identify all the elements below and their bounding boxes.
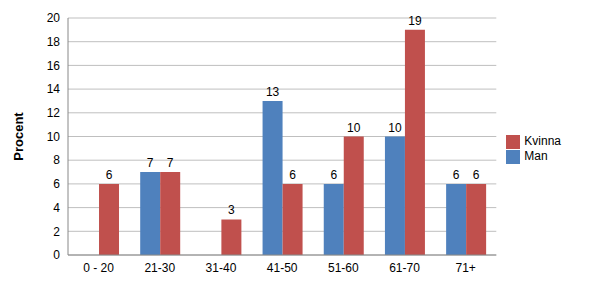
svg-text:0: 0: [53, 248, 60, 262]
html-text:Man: Man: [524, 149, 548, 163]
svg-text:7: 7: [147, 156, 154, 170]
svg-text:4: 4: [53, 201, 60, 215]
svg-text:10: 10: [347, 121, 361, 135]
svg-text:6: 6: [473, 168, 480, 182]
svg-text:10: 10: [388, 121, 402, 135]
svg-text:61-70: 61-70: [389, 261, 420, 275]
svg-text:6: 6: [106, 168, 113, 182]
svg-text:14: 14: [47, 82, 61, 96]
svg-text:12: 12: [47, 106, 61, 120]
svg-text:6: 6: [330, 168, 337, 182]
svg-text:51-60: 51-60: [328, 261, 359, 275]
svg-text:0 - 20: 0 - 20: [83, 261, 114, 275]
svg-text:41-50: 41-50: [267, 261, 298, 275]
svg-text:7: 7: [167, 156, 174, 170]
svg-text:16: 16: [47, 59, 61, 73]
svg-text:31-40: 31-40: [206, 261, 237, 275]
svg-text:18: 18: [47, 35, 61, 49]
svg-text:21-30: 21-30: [144, 261, 175, 275]
svg-text:2: 2: [53, 225, 60, 239]
svg-text:3: 3: [228, 203, 235, 217]
svg-text:8: 8: [53, 153, 60, 167]
svg-text:19: 19: [408, 14, 422, 28]
svg-text:13: 13: [266, 85, 280, 99]
svg-text:10: 10: [47, 130, 61, 144]
svg-text:6: 6: [53, 177, 60, 191]
svg-text:71+: 71+: [456, 261, 476, 275]
svg-text:20: 20: [47, 11, 61, 25]
svg-text:Procent: Procent: [11, 112, 26, 161]
svg-text:6: 6: [453, 168, 460, 182]
html-text:Kvinna: Kvinna: [524, 134, 561, 149]
svg-text:6: 6: [289, 168, 296, 182]
